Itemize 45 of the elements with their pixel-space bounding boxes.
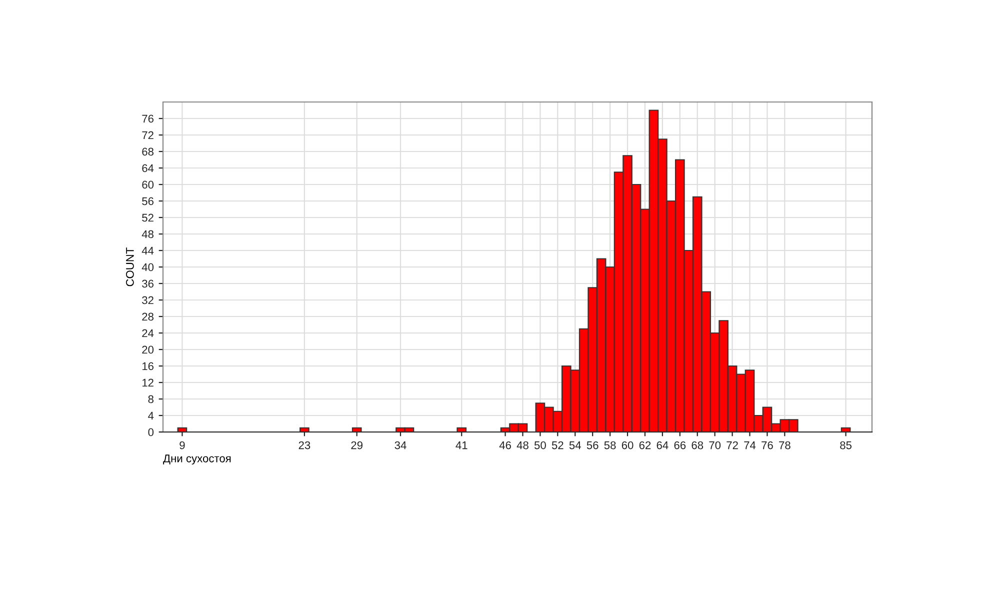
x-tick-label: 56 [586,441,598,450]
x-tick-label: 58 [604,441,616,450]
y-axis-title: COUNT [126,248,134,286]
x-tick-label: 60 [622,441,634,450]
y-tick-label: 36 [142,280,154,288]
y-tick-label: 72 [142,131,154,140]
y-tick-label: 64 [142,164,154,172]
y-tick-label: 16 [142,362,154,370]
x-tick-label: 78 [779,441,790,450]
x-tick-label: 76 [762,441,773,450]
x-axis-title: Дни сухостоя [163,454,231,465]
y-tick-label: 76 [142,114,154,123]
x-tick-label: 23 [298,441,310,450]
y-tick-label: 12 [142,378,154,387]
y-tick-label: 44 [142,246,154,255]
y-tick-label: 60 [142,180,154,189]
y-tick-label: 28 [142,312,154,321]
x-tick-label: 9 [180,441,185,450]
y-tick-label: 24 [142,329,154,338]
x-tick-label: 70 [709,441,721,450]
y-tick-label: 20 [142,346,154,354]
y-tick-label: 0 [148,428,154,436]
x-tick-label: 52 [552,441,564,450]
y-tick-label: 56 [142,197,154,206]
x-tick-label: 74 [744,441,756,450]
x-tick-label: 46 [499,441,511,450]
x-tick-label: 41 [456,441,468,450]
y-tick-label: 40 [142,263,154,272]
y-tick-label: 52 [142,214,154,222]
x-tick-label: 66 [674,441,686,450]
x-tick-label: 50 [534,441,546,450]
x-tick-label: 29 [351,441,362,450]
x-tick-label: 72 [726,441,738,450]
x-tick-label: 68 [692,441,704,450]
x-tick-label: 34 [394,441,406,450]
y-tick-label: 8 [148,395,154,404]
x-tick-label: 64 [656,441,668,450]
x-tick-label: 85 [840,441,852,450]
y-tick-label: 32 [142,296,154,304]
y-tick-label: 4 [148,412,154,420]
x-tick-label: 48 [516,441,528,450]
x-tick-label: 54 [569,441,581,450]
y-tick-label: 48 [142,230,154,238]
y-tick-label: 68 [142,148,154,156]
x-tick-label: 62 [639,441,651,450]
